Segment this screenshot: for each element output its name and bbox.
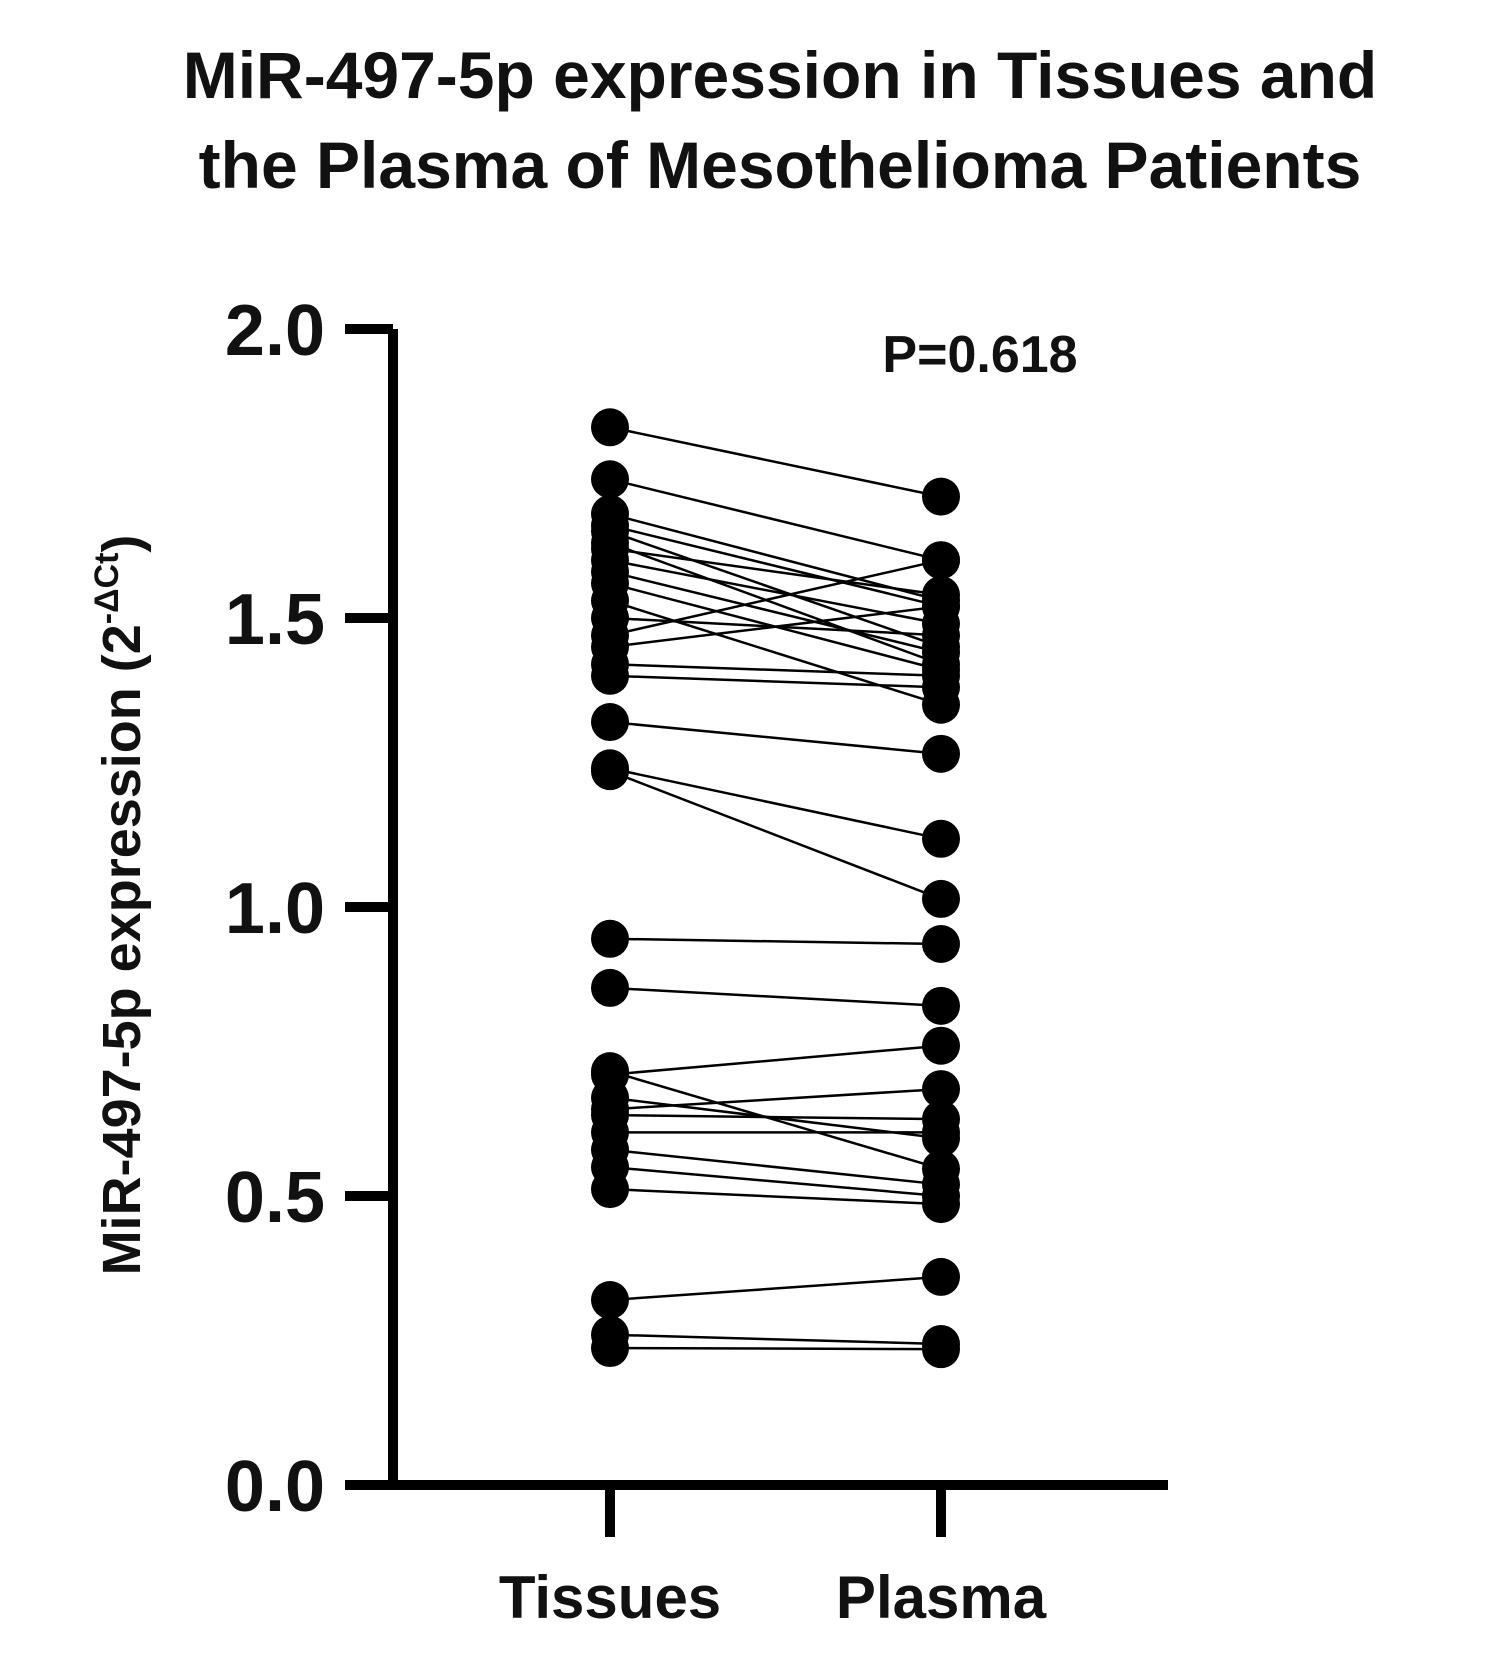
tissues-point bbox=[591, 460, 629, 499]
pair-line bbox=[609, 1346, 942, 1351]
pair-line bbox=[609, 674, 942, 689]
plasma-point bbox=[922, 1026, 960, 1065]
pair-line bbox=[609, 541, 942, 666]
pair-line bbox=[609, 767, 942, 841]
plasma-point bbox=[922, 1257, 960, 1296]
tissues-point bbox=[591, 752, 629, 791]
pair-line bbox=[609, 1165, 942, 1198]
plasma-point bbox=[922, 1070, 960, 1109]
x-category-label-tissues: Tissues bbox=[499, 1564, 721, 1631]
pair-line bbox=[609, 530, 942, 649]
pair-line bbox=[609, 524, 942, 608]
plasma-point bbox=[922, 616, 960, 655]
plasma-point bbox=[922, 1185, 960, 1224]
tissues-point bbox=[591, 919, 629, 958]
y-axis-label-superscript: -ΔCt bbox=[88, 553, 126, 625]
plasma-point bbox=[922, 819, 960, 858]
pair-line bbox=[609, 547, 942, 597]
pair-line bbox=[609, 558, 942, 637]
data-points bbox=[591, 408, 960, 1369]
chart-title-line-2: the Plasma of Mesothelioma Patients bbox=[199, 128, 1362, 202]
tissues-point bbox=[591, 1281, 629, 1320]
pair-line bbox=[609, 558, 942, 626]
tissues-point bbox=[591, 408, 629, 447]
pair-line bbox=[609, 1069, 942, 1171]
pair-line bbox=[609, 570, 942, 654]
plasma-point bbox=[922, 1113, 960, 1152]
y-tick-label: 1.5 bbox=[225, 580, 325, 660]
chart-title-line-1: MiR-497-5p expression in Tissues and bbox=[183, 38, 1378, 112]
pair-line bbox=[609, 662, 942, 678]
tissues-point bbox=[591, 703, 629, 742]
y-tick-label: 2.0 bbox=[225, 291, 325, 371]
x-axis-ticks: Tissues Plasma bbox=[499, 1485, 1047, 1631]
pair-line bbox=[609, 1087, 942, 1111]
y-tick-label: 0.0 bbox=[225, 1447, 325, 1527]
pair-line bbox=[609, 478, 942, 562]
pair-line bbox=[609, 1148, 942, 1186]
pair-line bbox=[609, 1275, 942, 1302]
y-tick-label: 1.0 bbox=[225, 869, 325, 949]
plasma-point bbox=[922, 734, 960, 773]
pair-line bbox=[609, 937, 942, 946]
pair-line bbox=[609, 605, 942, 649]
plasma-point bbox=[922, 668, 960, 707]
plasma-point bbox=[922, 924, 960, 963]
pair-line bbox=[609, 599, 942, 706]
plasma-point bbox=[922, 986, 960, 1025]
plasma-point bbox=[922, 587, 960, 626]
pair-line bbox=[609, 1333, 942, 1346]
pair-line bbox=[609, 1187, 942, 1206]
plasma-point bbox=[922, 541, 960, 580]
tissues-point bbox=[591, 656, 629, 695]
pair-line bbox=[609, 426, 942, 498]
tissues-point bbox=[591, 1170, 629, 1209]
tissues-point bbox=[591, 1329, 629, 1368]
plasma-point bbox=[922, 879, 960, 918]
pair-lines bbox=[609, 426, 942, 1351]
y-axis-ticks: 0.0 0.5 1.0 1.5 2.0 bbox=[225, 291, 393, 1527]
pair-line bbox=[609, 720, 942, 756]
y-tick-label: 0.5 bbox=[225, 1158, 325, 1238]
y-axis-label: MiR-497-5p expression (2-ΔCt) bbox=[88, 535, 152, 1276]
pair-line bbox=[609, 986, 942, 1008]
x-category-label-plasma: Plasma bbox=[836, 1564, 1047, 1631]
pair-line bbox=[609, 1044, 942, 1076]
pair-line bbox=[609, 770, 942, 901]
p-value-annotation: P=0.618 bbox=[882, 326, 1077, 384]
plasma-point bbox=[922, 477, 960, 516]
tissues-point bbox=[591, 968, 629, 1007]
plasma-point bbox=[922, 1330, 960, 1369]
pair-line bbox=[609, 1113, 942, 1121]
